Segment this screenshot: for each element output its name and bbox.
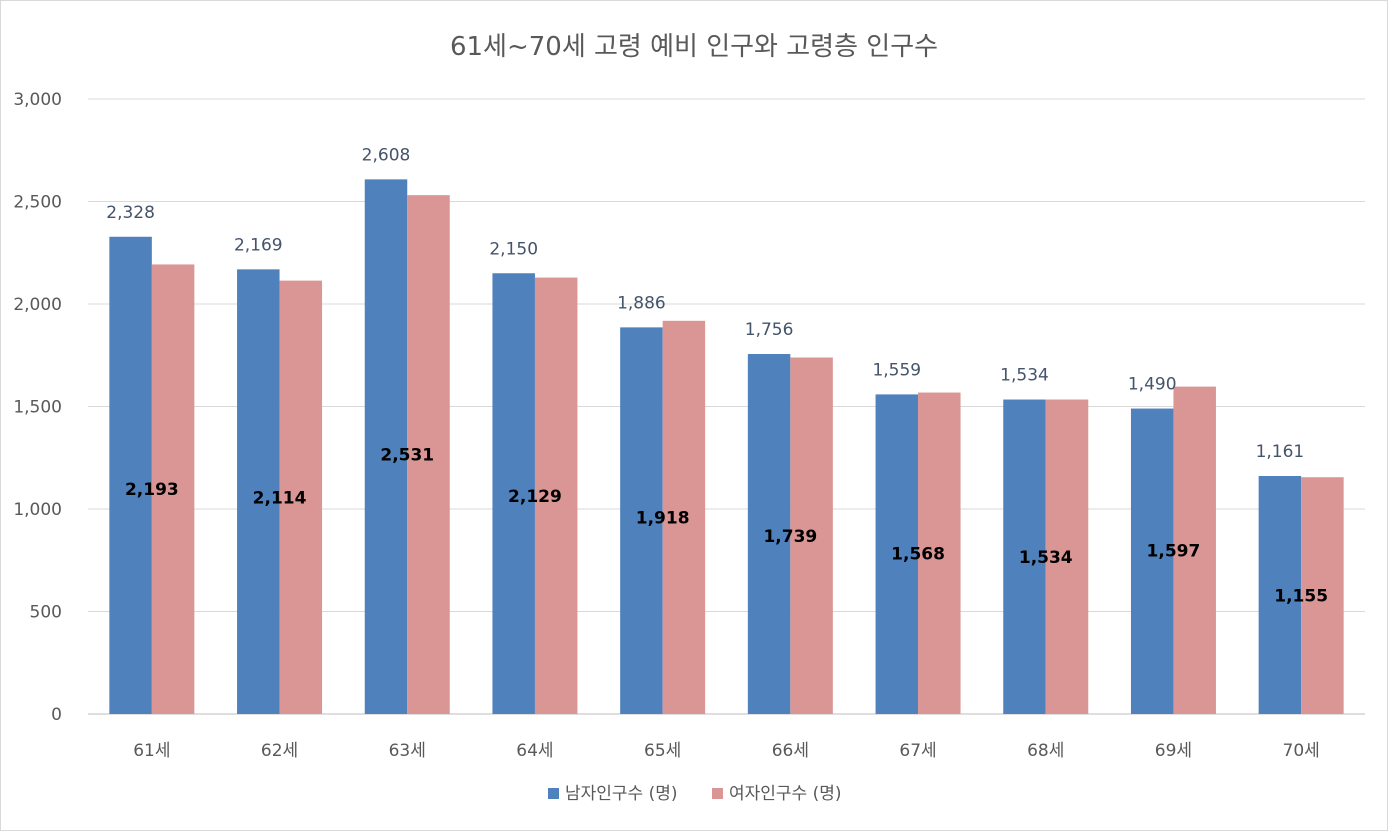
female-data-label: 1,568 — [891, 544, 945, 564]
y-tick-label: 1,000 — [13, 500, 62, 520]
male-bar — [492, 273, 535, 714]
x-category-label: 68세 — [1027, 741, 1064, 761]
female-data-label: 1,155 — [1274, 587, 1328, 607]
y-tick-label: 1,500 — [13, 398, 62, 418]
female-bar — [534, 277, 578, 714]
chart-title: 61세~70세 고령 예비 인구와 고령층 인구수 — [450, 32, 938, 62]
y-tick-label: 500 — [30, 603, 62, 623]
female-data-label: 2,531 — [380, 446, 434, 466]
female-data-label: 2,193 — [125, 480, 179, 500]
female-data-label: 1,597 — [1147, 541, 1201, 561]
x-category-label: 70세 — [1283, 741, 1320, 761]
male-data-label: 2,608 — [362, 145, 411, 165]
male-data-label: 1,886 — [617, 293, 666, 313]
male-data-label: 2,150 — [489, 239, 538, 259]
y-tick-label: 3,000 — [13, 90, 62, 110]
female-bar — [407, 195, 450, 714]
x-category-label: 69세 — [1155, 741, 1192, 761]
female-bar — [1173, 386, 1216, 714]
x-category-label: 64세 — [516, 741, 553, 761]
male-bar — [364, 179, 408, 715]
male-data-label: 1,534 — [1000, 366, 1049, 386]
male-bar — [237, 269, 280, 714]
male-bar — [109, 236, 152, 714]
x-category-label: 67세 — [899, 741, 936, 761]
x-category-label: 66세 — [772, 741, 809, 761]
x-category-label: 62세 — [261, 741, 298, 761]
bars — [109, 179, 1344, 715]
male-bar — [620, 327, 663, 714]
male-data-label: 1,756 — [745, 320, 794, 340]
male-data-label: 2,328 — [106, 203, 155, 223]
legend-swatch-female — [712, 788, 723, 799]
x-axis-categories: 61세 62세 63세 64세 65세 66세 67세 68세 69세 70세 — [133, 741, 1320, 761]
x-category-label: 61세 — [133, 741, 170, 761]
female-data-label: 1,534 — [1019, 548, 1073, 568]
x-category-label: 63세 — [389, 741, 426, 761]
y-tick-label: 0 — [51, 705, 62, 725]
y-axis-ticks: 0 500 1,000 1,500 2,000 2,500 3,000 — [13, 90, 62, 725]
male-bar — [1003, 399, 1046, 714]
female-bar — [151, 264, 195, 714]
female-bar — [1045, 399, 1089, 714]
female-data-label: 2,114 — [253, 488, 307, 508]
legend-swatch-male — [548, 788, 559, 799]
male-bar — [1130, 408, 1174, 714]
female-bar — [1301, 477, 1344, 714]
female-bar — [918, 392, 961, 714]
female-data-label: 2,129 — [508, 487, 562, 507]
legend-label-male: 남자인구수 (명) — [565, 784, 678, 804]
female-data-label: 1,918 — [636, 508, 690, 528]
x-category-label: 65세 — [644, 741, 681, 761]
y-tick-label: 2,000 — [13, 295, 62, 315]
y-tick-label: 2,500 — [13, 193, 62, 213]
legend-label-female: 여자인구수 (명) — [729, 784, 842, 804]
male-bar — [1258, 475, 1302, 714]
male-data-label: 1,161 — [1256, 442, 1305, 462]
data-labels: 2,328 2,193 2,169 2,114 2,608 2,531 2,150 2,129… — [106, 145, 1328, 606]
male-data-label: 1,559 — [872, 360, 921, 380]
female-bar — [790, 357, 833, 714]
male-bar — [747, 354, 791, 714]
male-data-label: 2,169 — [234, 235, 283, 255]
male-bar — [875, 394, 919, 714]
female-bar — [662, 320, 706, 714]
female-data-label: 1,739 — [763, 527, 817, 547]
legend: 남자인구수 (명) 여자인구수 (명) — [548, 784, 842, 804]
female-bar — [279, 280, 323, 714]
male-data-label: 1,490 — [1128, 375, 1177, 395]
